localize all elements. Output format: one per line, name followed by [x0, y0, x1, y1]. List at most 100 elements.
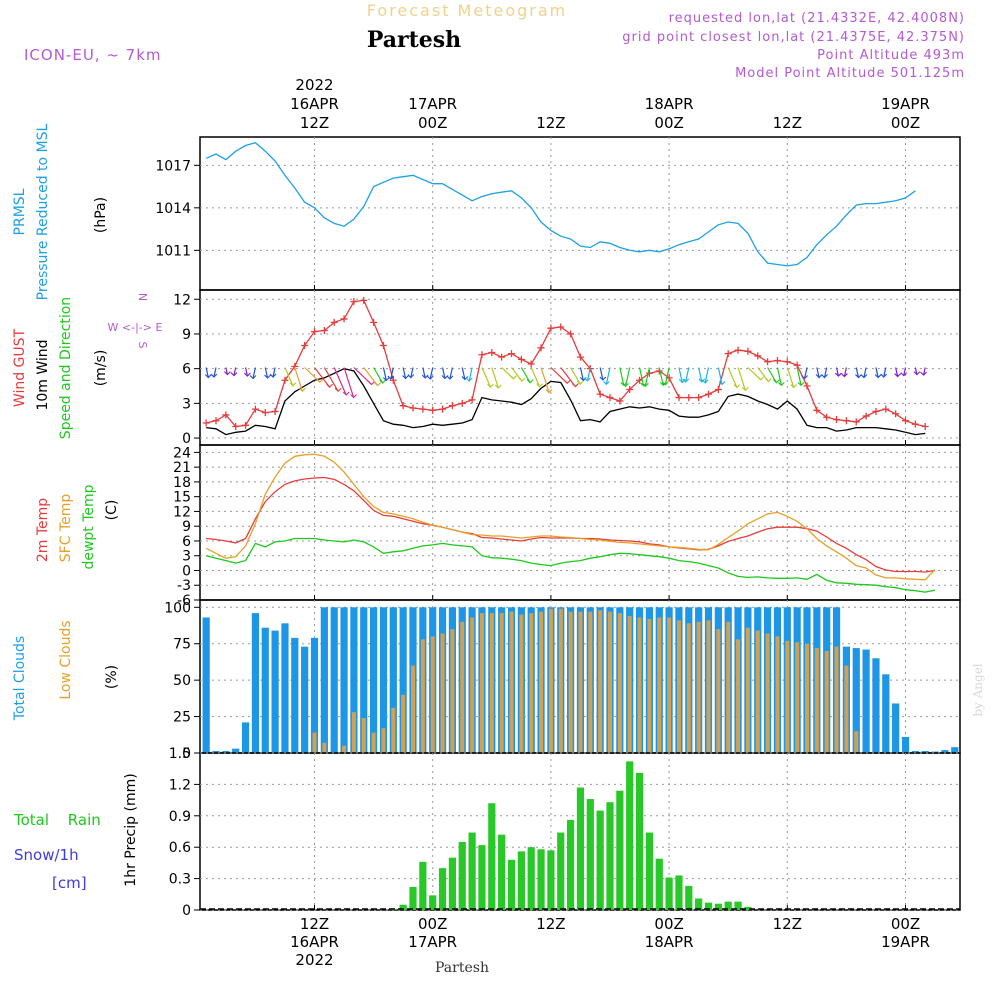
rain-bar: [645, 832, 653, 910]
total-cloud-bar: [232, 748, 240, 753]
wind-arrow-head: [342, 391, 350, 396]
gust-marker: [754, 352, 762, 360]
wind-arrow-head: [526, 379, 534, 384]
low-cloud-bar: [312, 732, 317, 753]
wind-direction-arrow: [540, 367, 550, 393]
wind-direction-arrow: [767, 367, 777, 383]
gust-marker: [498, 353, 506, 361]
rain-bar: [468, 832, 476, 910]
clouds-ytick-label: 50: [173, 673, 191, 689]
precip-ytick-label: 0.9: [169, 809, 191, 825]
wind-arrow-head: [860, 374, 868, 379]
wind-arrow-head: [461, 376, 469, 381]
wind-arrow-head: [316, 378, 324, 383]
pressure-ytick-label: 1014: [155, 201, 191, 217]
total-cloud-bar: [921, 751, 929, 753]
wind-arrow-head: [379, 379, 386, 384]
wind-arrow-head: [374, 382, 382, 387]
wind-arrow-head: [289, 382, 297, 387]
bottom-tick-label: 19APR: [881, 933, 930, 951]
wind-arrow-head: [204, 374, 212, 379]
wind-direction-arrow: [704, 367, 710, 384]
gust-marker: [399, 402, 407, 410]
bottom-tick-label: 16APR: [290, 933, 339, 951]
wind-arrow-head: [421, 374, 429, 379]
gust-marker: [744, 347, 752, 355]
wind-arrow-head: [264, 374, 271, 379]
gust-marker: [478, 351, 486, 359]
gust-marker: [429, 406, 437, 414]
wind-direction-arrow: [323, 367, 339, 392]
gust-marker: [557, 323, 565, 331]
precip-ytick-label: 1.5: [169, 746, 191, 762]
low-cloud-bar: [657, 617, 662, 753]
gust-marker: [330, 318, 338, 326]
wind-direction-arrow: [579, 367, 584, 381]
wind-direction-arrow: [373, 367, 384, 384]
wind-arrow-head: [698, 378, 706, 383]
rain-bar: [704, 902, 713, 910]
low-cloud-bar: [351, 712, 356, 753]
wind-direction-arrow: [205, 367, 209, 378]
low-cloud-bar: [381, 728, 386, 753]
rain-bar: [586, 799, 594, 910]
bottom-tick-label: 2022: [295, 951, 333, 969]
wind-arrow-head: [230, 372, 238, 377]
low-cloud-bar: [686, 623, 691, 753]
wind-arrow-head: [563, 379, 571, 385]
wind-ytick-label: 3: [182, 396, 191, 412]
forecast-meteogram-heading: Forecast Meteogram: [367, 1, 567, 20]
temperature-ytick-label: 9: [182, 519, 191, 535]
wind-arrow-head: [407, 374, 415, 379]
wind-direction-arrow: [776, 367, 782, 386]
gust-marker: [626, 385, 634, 393]
page-title: Partesh: [367, 27, 461, 53]
wind-direction-arrow: [855, 367, 860, 378]
top-tick-label: 00Z: [654, 114, 683, 132]
wind-arrow-head: [821, 374, 828, 379]
pressure-panel-labels: PRMSL Pressure Reduced to MSL (hPa): [12, 123, 109, 300]
gust-marker: [734, 346, 742, 354]
rain-bar: [616, 790, 624, 910]
gust-marker: [823, 413, 831, 421]
wind-arrow-head: [661, 381, 669, 386]
low-cloud-bar: [637, 617, 642, 753]
gust-marker: [527, 360, 535, 368]
wind-direction-arrow: [638, 367, 645, 386]
pressure-unit-label: (hPa): [93, 197, 109, 233]
wind-direction-arrow: [252, 367, 256, 379]
top-tick-label: 12Z: [773, 114, 802, 132]
wind-arrow-head: [757, 376, 765, 381]
rain-bar: [675, 875, 683, 910]
low-cloud-bar: [627, 616, 632, 753]
temperature-ytick-label: 24: [173, 445, 191, 461]
total-cloud-bar: [212, 751, 220, 753]
wind-arrow-head: [602, 380, 610, 386]
low-cloud-bar: [411, 665, 415, 753]
gust-marker: [409, 404, 417, 412]
wind-arrow-head: [269, 373, 277, 378]
gust-marker: [311, 328, 318, 336]
series-dewpt-temp: [206, 537, 936, 593]
pressure-ytick-label: 1017: [155, 158, 191, 174]
low-cloud-bar: [401, 694, 406, 753]
low-cloud-bar: [539, 611, 544, 753]
wind-arrow-head: [298, 387, 306, 392]
gust-marker: [813, 406, 821, 414]
rain-bar: [576, 787, 585, 910]
wind-direction-arrow: [570, 367, 581, 385]
rain-bar: [517, 851, 525, 910]
gust-marker: [764, 358, 772, 366]
clouds-ytick-label: 75: [173, 637, 191, 653]
gust-marker: [685, 394, 693, 402]
rain-bar: [458, 841, 466, 910]
series-wind-gust: [206, 299, 926, 428]
wind-direction-arrow: [402, 367, 407, 379]
gust-marker: [862, 412, 870, 420]
compass-n: N: [136, 293, 149, 301]
rain-bar: [419, 861, 427, 910]
low-cloud-bar: [529, 613, 534, 753]
wind-direction-arrow: [895, 367, 899, 377]
gust-marker: [251, 405, 259, 413]
